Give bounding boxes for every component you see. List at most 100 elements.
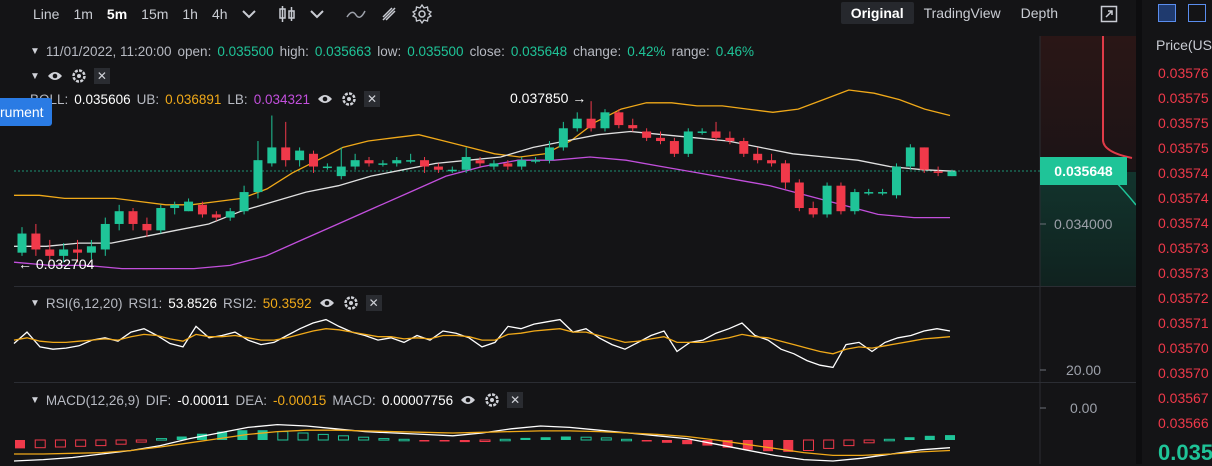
candle-body [170,204,180,209]
chart-canvas[interactable] [0,0,1136,464]
orderbook-ask-price[interactable]: 0.03574 [1158,215,1209,231]
orderbook-ask-price[interactable]: 0.03572 [1158,290,1209,306]
macd-histogram-bar [378,438,390,441]
dea-label: DEA: [235,392,268,408]
candle-date: 11/01/2022, 11:20:00 [45,44,172,59]
candle-body [933,171,943,173]
macd-histogram-bar [661,440,672,443]
chevron-down-icon[interactable]: ▼ [30,297,40,309]
candle-body [767,160,777,164]
orderbook-ask-price[interactable]: 0.03571 [1158,315,1209,331]
macd-value: 0.00007756 [381,392,454,408]
close-icon[interactable]: ✕ [365,295,382,311]
orderbook-ask-price[interactable]: 0.03574 [1158,190,1209,206]
tab-tradingview[interactable]: TradingView [923,5,1001,21]
pane-separator[interactable] [14,286,1136,287]
chevron-down-icon[interactable]: ▼ [30,70,40,82]
macd-histogram-bar [520,437,531,440]
candle-body [114,211,124,224]
settings-gear-icon[interactable] [411,4,432,24]
orderbook-ask-price[interactable]: 0.03573 [1158,240,1209,256]
macd-histogram-bar [358,436,370,441]
macd-histogram-bar [135,439,147,443]
close-icon[interactable]: ✕ [507,392,524,408]
macd-histogram-bar [924,435,935,440]
tab-original[interactable]: Original [840,2,914,24]
interval-1h[interactable]: 1h [182,6,198,22]
interval-1m[interactable]: 1m [73,6,93,22]
macd-histogram-bar [863,439,875,444]
gear-icon[interactable] [70,67,88,85]
orderbook-layout-icon[interactable] [1188,4,1206,22]
ohlc-legend: ▼ 11/01/2022, 11:20:00 open: 0.035500 hig… [30,44,754,59]
dea-line [14,429,951,457]
macd-histogram-bar [439,440,450,442]
eye-icon[interactable] [459,391,477,409]
boll-value: 0.035606 [74,91,131,107]
macd-histogram-bar [904,437,915,440]
macd-histogram-bar [682,440,693,445]
pane-separator[interactable] [14,382,1136,383]
orderbook-panel: Price(US 0.03576 0.03575 0.03575 0.03575 0.0… [1142,0,1212,465]
gear-icon[interactable] [483,391,501,409]
macd-histogram-bar [621,438,633,442]
orderbook-ask-price[interactable]: 0.03566 [1158,415,1209,431]
candlestick-icon[interactable] [278,5,296,23]
orderbook-ask-price[interactable]: 0.03576 [1158,65,1209,81]
candle-body [267,147,277,164]
candle-body [878,192,888,194]
macd-histogram-bar [802,439,814,451]
orderbook-ask-price[interactable]: 0.03570 [1158,340,1209,356]
interval-line[interactable]: Line [33,6,60,22]
macd-axis-tick: 0.00 [1070,400,1098,416]
ub-value: 0.036891 [165,91,222,107]
chevron-down-icon[interactable] [309,9,324,19]
macd-histogram-bar [843,439,855,447]
candle-body [239,192,249,212]
macd-histogram-bar [641,440,652,442]
high-value: 0.035663 [314,44,372,59]
orderbook-ask-price[interactable]: 0.03575 [1158,90,1209,106]
candle-body [420,160,430,167]
chevron-down-icon[interactable] [241,9,256,19]
eye-icon[interactable] [46,67,64,85]
macd-histogram-bar [419,440,430,442]
candle-body [31,233,41,250]
eye-icon[interactable] [318,294,336,312]
chevron-down-icon[interactable]: ▼ [30,394,40,406]
orderbook-ask-price[interactable]: 0.03575 [1158,115,1209,131]
range-label: range: [671,44,710,59]
macd-histogram-bar [580,436,592,441]
open-value: 0.035500 [217,44,274,59]
orderbook-ask-price[interactable]: 0.03570 [1158,365,1209,381]
fullscreen-icon[interactable] [1100,5,1118,26]
boll-lower-line [13,156,950,270]
candle-body [780,163,790,183]
eye-icon[interactable] [316,90,334,108]
candle-body [572,118,582,129]
orderbook-ask-price[interactable]: 0.03574 [1158,165,1209,181]
indicator-controls: ▼ ✕ [30,67,110,85]
close-icon[interactable]: ✕ [364,91,380,107]
gear-icon[interactable] [342,294,360,312]
interval-15m[interactable]: 15m [141,6,169,22]
orderbook-layout-icon[interactable] [1158,4,1176,22]
macd-histogram-bar [317,433,329,441]
orderbook-ask-price[interactable]: 0.03567 [1158,390,1209,406]
candle-body [544,147,554,161]
chevron-down-icon[interactable]: ▼ [30,46,40,57]
indicator-icon[interactable] [345,7,366,21]
interval-4h[interactable]: 4h [211,6,228,22]
tab-depth[interactable]: Depth [1020,5,1058,21]
macd-legend: ▼ MACD(12,26,9) DIF: -0.00011 DEA: -0.0001… [30,391,524,409]
draw-tool-icon[interactable] [380,5,398,23]
orderbook-ask-price[interactable]: 0.03575 [1158,140,1209,156]
macd-histogram-bar [34,439,46,449]
close-icon[interactable]: ✕ [93,68,110,84]
high-label: high: [279,44,309,59]
orderbook-ask-price[interactable]: 0.03573 [1158,265,1209,281]
macd-histogram-bar [823,439,835,449]
candle-body [17,233,27,253]
interval-5m[interactable]: 5m [106,6,128,22]
gear-icon[interactable] [340,90,358,108]
